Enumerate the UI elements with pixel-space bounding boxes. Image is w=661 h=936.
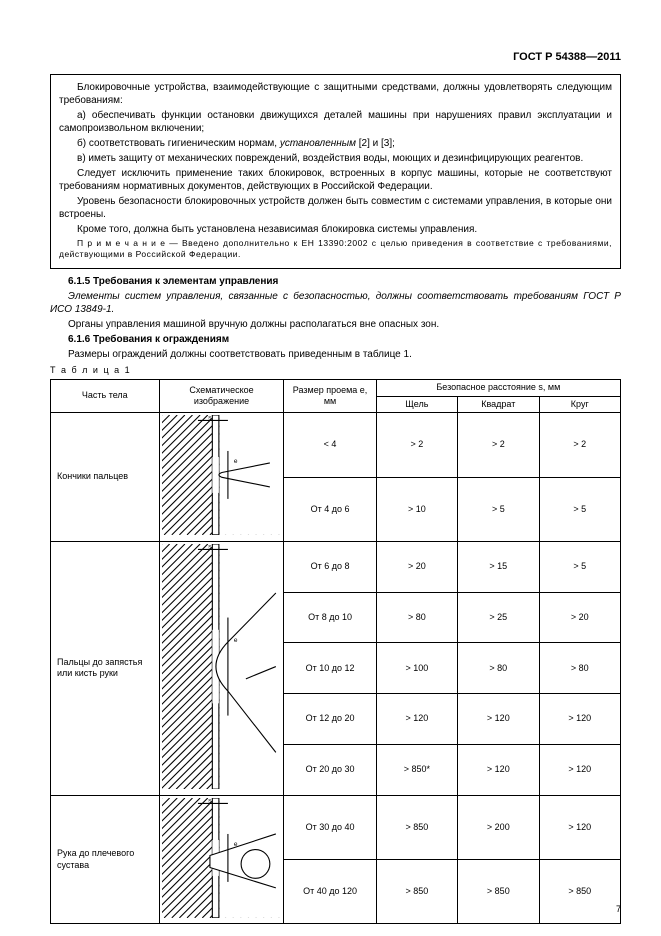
box-b: б) соответствовать гигиеническим нормам,… bbox=[59, 137, 612, 150]
cell-value: > 850 bbox=[376, 860, 457, 924]
svg-text:e: e bbox=[233, 841, 237, 848]
heading-616: 6.1.6 Требования к ограждениям bbox=[68, 334, 229, 345]
cell-value: > 80 bbox=[539, 643, 620, 694]
box-p3: Уровень безопасности блокировочных устро… bbox=[59, 195, 612, 221]
svg-text:e: e bbox=[233, 458, 237, 465]
cell-value: > 5 bbox=[539, 477, 620, 541]
cell-part: Пальцы до запястья или кисть руки bbox=[51, 541, 160, 795]
cell-value: > 850 bbox=[376, 795, 457, 859]
main-table: Часть тела Схематическое изображение Раз… bbox=[50, 379, 621, 924]
cell-value: От 30 до 40 bbox=[284, 795, 376, 859]
box-note: П р и м е ч а н и е — Введено дополнител… bbox=[59, 238, 612, 260]
table-header-row: Часть тела Схематическое изображение Раз… bbox=[51, 380, 621, 397]
cell-value: > 5 bbox=[539, 541, 620, 592]
th-circle: Круг bbox=[539, 396, 620, 413]
box-p1: Блокировочные устройства, взаимодействую… bbox=[59, 81, 612, 107]
cell-value: > 25 bbox=[458, 592, 539, 643]
cell-value: > 2 bbox=[458, 413, 539, 477]
cell-value: > 120 bbox=[539, 795, 620, 859]
table-row: Кончики пальцевse< 4> 2> 2> 2 bbox=[51, 413, 621, 477]
cell-value: > 80 bbox=[458, 643, 539, 694]
cell-part: Рука до плечевого сустава bbox=[51, 795, 160, 924]
p616: Размеры ограждений должны соответствоват… bbox=[50, 348, 621, 361]
section-6-1-5: 6.1.5 Требования к элементам управления … bbox=[50, 275, 621, 361]
doc-header: ГОСТ Р 54388—2011 bbox=[50, 50, 621, 64]
cell-value: От 10 до 12 bbox=[284, 643, 376, 694]
cell-value: От 40 до 120 bbox=[284, 860, 376, 924]
cell-value: > 120 bbox=[539, 744, 620, 795]
page-number: 7 bbox=[616, 904, 621, 916]
cell-value: > 120 bbox=[458, 694, 539, 745]
cell-value: > 5 bbox=[458, 477, 539, 541]
p615b: Органы управления машиной вручную должны… bbox=[50, 318, 621, 331]
cell-schematic: se bbox=[159, 795, 284, 924]
cell-value: > 850 bbox=[458, 860, 539, 924]
cell-value: > 2 bbox=[539, 413, 620, 477]
th-square: Квадрат bbox=[458, 396, 539, 413]
schematic-icon: se bbox=[162, 415, 282, 535]
schematic-icon: se bbox=[162, 798, 282, 918]
table-label: Т а б л и ц а 1 bbox=[50, 365, 621, 377]
th-slit: Щель bbox=[376, 396, 457, 413]
schematic-icon: se bbox=[162, 544, 282, 789]
cell-value: От 8 до 10 bbox=[284, 592, 376, 643]
cell-part: Кончики пальцев bbox=[51, 413, 160, 542]
cell-value: > 10 bbox=[376, 477, 457, 541]
cell-value: > 15 bbox=[458, 541, 539, 592]
cell-value: От 12 до 20 bbox=[284, 694, 376, 745]
box-p2: Следует исключить применение таких блоки… bbox=[59, 167, 612, 193]
cell-value: > 80 bbox=[376, 592, 457, 643]
table-row: Пальцы до запястья или кисть рукиseОт 6 … bbox=[51, 541, 621, 592]
box-p4: Кроме того, должна быть установлена неза… bbox=[59, 223, 612, 236]
cell-value: > 120 bbox=[376, 694, 457, 745]
th-s: Безопасное расстояние s, мм bbox=[376, 380, 620, 397]
table-row: Рука до плечевого суставаseОт 30 до 40> … bbox=[51, 795, 621, 859]
svg-text:e: e bbox=[233, 637, 237, 644]
cell-value: От 4 до 6 bbox=[284, 477, 376, 541]
cell-value: > 200 bbox=[458, 795, 539, 859]
cell-value: > 100 bbox=[376, 643, 457, 694]
p615a: Элементы систем управления, связанные с … bbox=[50, 290, 621, 316]
cell-value: > 20 bbox=[539, 592, 620, 643]
table-body: Кончики пальцевse< 4> 2> 2> 2От 4 до 6> … bbox=[51, 413, 621, 924]
th-e: Размер проема e, мм bbox=[284, 380, 376, 413]
th-schem: Схематическое изображение bbox=[159, 380, 284, 413]
cell-schematic: se bbox=[159, 413, 284, 542]
cell-value: > 120 bbox=[458, 744, 539, 795]
heading-615: 6.1.5 Требования к элементам управления bbox=[68, 276, 278, 287]
page: ГОСТ Р 54388—2011 Блокировочные устройст… bbox=[0, 0, 661, 936]
box-a: а) обеспечивать функции остановки движущ… bbox=[59, 109, 612, 135]
cell-value: > 2 bbox=[376, 413, 457, 477]
cell-schematic: se bbox=[159, 541, 284, 795]
cell-value: От 20 до 30 bbox=[284, 744, 376, 795]
th-part: Часть тела bbox=[51, 380, 160, 413]
cell-value: От 6 до 8 bbox=[284, 541, 376, 592]
cell-value: > 850* bbox=[376, 744, 457, 795]
requirements-box: Блокировочные устройства, взаимодействую… bbox=[50, 74, 621, 269]
cell-value: < 4 bbox=[284, 413, 376, 477]
cell-value: > 20 bbox=[376, 541, 457, 592]
cell-value: > 120 bbox=[539, 694, 620, 745]
box-c: в) иметь защиту от механических поврежде… bbox=[59, 152, 612, 165]
cell-value: > 850 bbox=[539, 860, 620, 924]
